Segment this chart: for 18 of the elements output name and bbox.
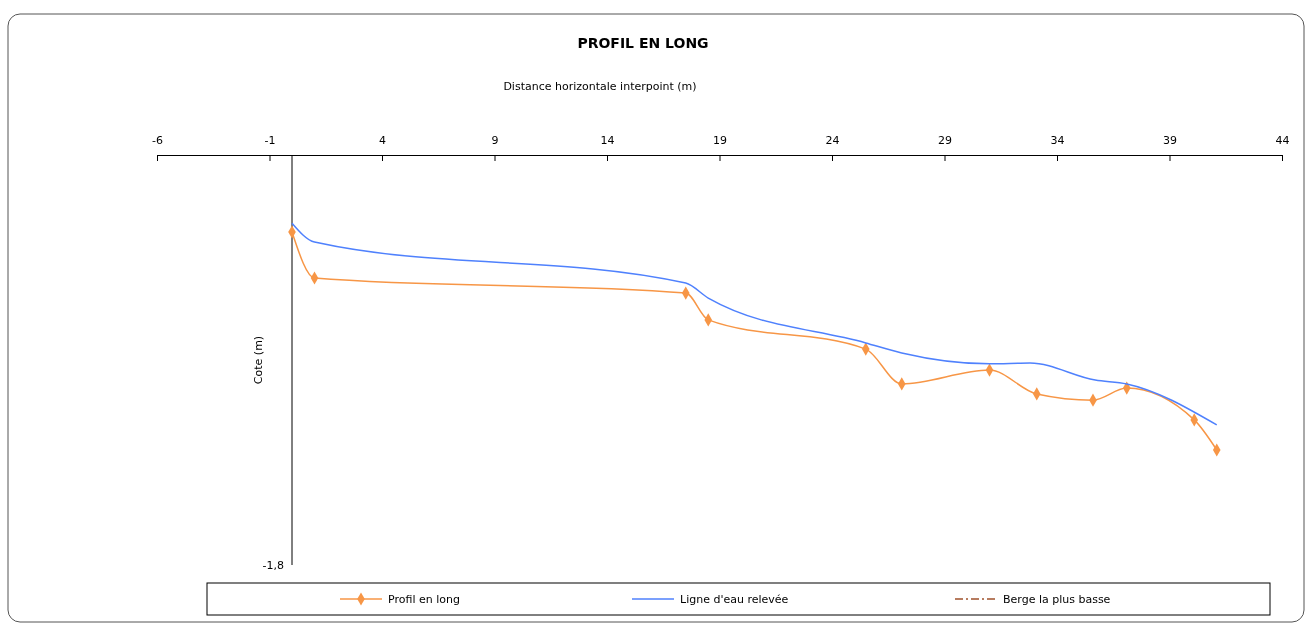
x-tick-label: 39 bbox=[1163, 134, 1177, 148]
x-tick-label: 9 bbox=[491, 134, 499, 148]
y-axis-title: Cote (m) bbox=[252, 335, 265, 385]
x-tick-label: 29 bbox=[938, 134, 952, 148]
chart-title: PROFIL EN LONG bbox=[577, 35, 709, 51]
x-tick-label: 44 bbox=[1275, 134, 1290, 148]
x-tick-label: 14 bbox=[600, 134, 615, 148]
x-tick-label: 24 bbox=[825, 134, 840, 148]
text: -1,8 bbox=[262, 559, 284, 572]
legend-label: Ligne d'eau relevée bbox=[680, 593, 789, 606]
x-tick-label: -1 bbox=[264, 134, 276, 148]
legend-label: Berge la plus basse bbox=[1003, 593, 1111, 606]
x-tick-label: 34 bbox=[1050, 134, 1065, 148]
legend-label: Profil en long bbox=[388, 593, 460, 606]
x-axis-title: Distance horizontale interpoint (m) bbox=[503, 80, 697, 93]
x-tick-label: -6 bbox=[152, 134, 163, 148]
x-tick-label: 4 bbox=[379, 134, 386, 148]
x-tick-label: 19 bbox=[713, 134, 727, 148]
